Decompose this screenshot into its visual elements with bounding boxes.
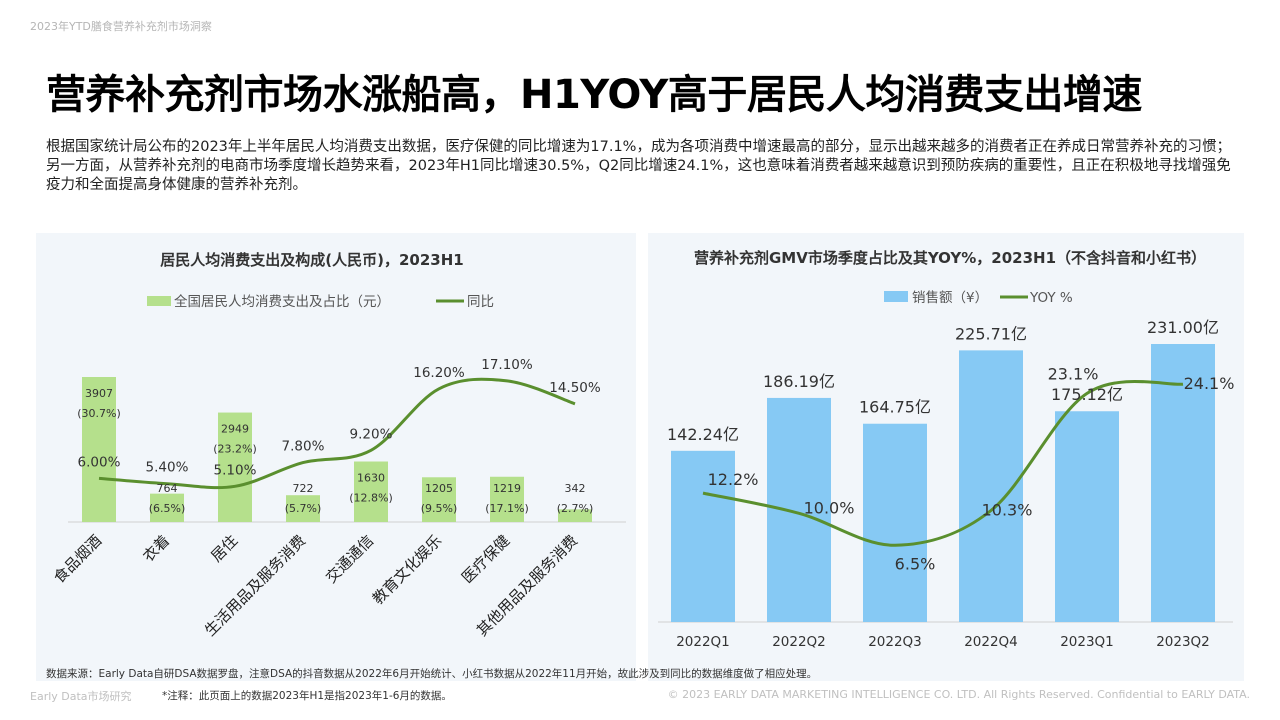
yoy-label: 5.40% — [146, 460, 189, 476]
x-tick-label: 居住 — [207, 532, 241, 566]
bar-value-label: 225.71亿 — [955, 324, 1027, 343]
page-title: 营养补充剂市场水涨船高，H1YOY高于居民人均消费支出增速 — [46, 72, 1142, 118]
bar-value-label: 164.75亿 — [859, 398, 931, 417]
consumption-chart-panel: 居民人均消费支出及构成(人民币)，2023H1 全国居民人均消费支出及占比（元）… — [36, 233, 636, 681]
x-tick-label: 2023Q1 — [1060, 634, 1114, 650]
bar — [150, 493, 184, 522]
bar — [82, 377, 116, 522]
bar-share-label: (9.5%) — [421, 502, 458, 515]
bar-share-label: (2.7%) — [557, 502, 594, 515]
yoy-label: 6.5% — [895, 554, 936, 573]
x-tick-label: 教育文化娱乐 — [369, 532, 445, 608]
bar-share-label: (17.1%) — [485, 502, 529, 515]
bar-value-label: 142.24亿 — [667, 425, 739, 444]
yoy-label: 9.20% — [350, 426, 393, 442]
x-tick-label: 2022Q1 — [676, 634, 730, 650]
bar — [1055, 411, 1119, 622]
legend-bar-swatch — [884, 291, 908, 302]
x-tick-label: 医疗保健 — [458, 532, 513, 587]
footnote: *注释：此页面上的数据2023年H1是指2023年1-6月的数据。 — [162, 690, 452, 702]
bar-value-label: 1219 — [493, 482, 521, 495]
brand-footer: Early Data市场研究 — [30, 690, 132, 703]
yoy-label: 10.0% — [804, 498, 855, 517]
yoy-line — [702, 379, 1184, 547]
yoy-label: 5.10% — [214, 462, 257, 478]
consumption-chart: 居民人均消费支出及构成(人民币)，2023H1 全国居民人均消费支出及占比（元）… — [50, 251, 626, 640]
bar — [218, 412, 252, 522]
legend-line-label: 同比 — [467, 294, 494, 310]
line-series — [702, 379, 1184, 547]
legend-line-label: YOY % — [1029, 290, 1073, 306]
x-tick-label: 交通通信 — [322, 532, 377, 587]
bar — [671, 450, 735, 622]
line-series — [98, 377, 576, 490]
bar-value-label: 231.00亿 — [1147, 318, 1219, 337]
bar-value-label: 1630 — [357, 472, 385, 485]
bar-share-label: (6.5%) — [149, 502, 186, 515]
legend-bar-swatch — [147, 296, 171, 306]
summary-paragraph: 根据国家统计局公布的2023年上半年居民人均消费支出数据，医疗保健的同比增速为1… — [46, 139, 1231, 193]
yoy-label: 14.50% — [549, 380, 601, 396]
report-label: 2023年YTD膳食营养补充剂市场洞察 — [30, 20, 212, 33]
bar-value-label: 186.19亿 — [763, 372, 835, 391]
x-tick-label: 食品烟酒 — [50, 532, 105, 587]
bar-value-label: 1205 — [425, 482, 453, 495]
x-axis-labels: 2022Q1 2022Q2 2022Q3 2022Q4 2023Q1 2023Q2 — [676, 634, 1210, 650]
copyright: © 2023 EARLY DATA MARKETING INTELLIGENCE… — [667, 688, 1250, 701]
bar-series — [671, 344, 1215, 622]
chart-title: 居民人均消费支出及构成(人民币)，2023H1 — [160, 251, 463, 269]
yoy-label: 10.3% — [982, 501, 1033, 520]
bar-share-label: (23.2%) — [213, 443, 257, 456]
gmv-chart-panel: 营养补充剂GMV市场季度占比及其YOY%，2023H1（不含抖音和小红书） 销售… — [648, 233, 1244, 681]
x-tick-label: 衣着 — [139, 532, 173, 566]
gmv-chart: 营养补充剂GMV市场季度占比及其YOY%，2023H1（不含抖音和小红书） 销售… — [658, 249, 1234, 650]
bar-value-label: 2949 — [221, 423, 249, 436]
bar — [863, 423, 927, 622]
yoy-label: 7.80% — [282, 439, 325, 455]
bar — [422, 477, 456, 522]
x-tick-label: 2022Q3 — [868, 634, 922, 650]
bar-value-label: 3907 — [85, 387, 113, 400]
bar — [558, 509, 592, 522]
data-labels: 3907 (30.7%) 6.00% 764 (6.5%) 5.40% 2949 (23.2%… — [77, 357, 601, 515]
data-source-note: 数据来源：Early Data自研DSA数据罗盘，注意DSA的抖音数据从2022… — [46, 668, 818, 680]
x-tick-label: 2022Q2 — [772, 634, 826, 650]
yoy-label: 12.2% — [708, 470, 759, 489]
bar-share-label: (5.7%) — [285, 502, 322, 515]
bar — [286, 495, 320, 522]
chart-title: 营养补充剂GMV市场季度占比及其YOY%，2023H1（不含抖音和小红书） — [694, 249, 1206, 267]
bar — [767, 397, 831, 622]
bar-value-label: 342 — [565, 482, 586, 495]
bar-share-label: (30.7%) — [77, 407, 121, 420]
yoy-label: 17.10% — [481, 357, 533, 373]
bar-value-label: 722 — [293, 482, 314, 495]
bar — [490, 476, 524, 522]
bar-value-label: 764 — [157, 482, 178, 495]
legend-bar-label: 全国居民人均消费支出及占比（元） — [174, 293, 390, 310]
yoy-label: 23.1% — [1048, 364, 1099, 383]
bar-value-label: 175.12亿 — [1051, 385, 1123, 404]
bar-series — [82, 377, 592, 522]
yoy-label: 24.1% — [1184, 374, 1235, 393]
x-tick-label: 2023Q2 — [1156, 634, 1210, 650]
x-tick-label: 2022Q4 — [964, 634, 1018, 650]
data-labels: 142.24亿 186.19亿 164.75亿 225.71亿 175.12亿 231.0… — [667, 318, 1234, 573]
bar-share-label: (12.8%) — [349, 492, 393, 505]
bar — [1151, 344, 1215, 622]
yoy-label: 6.00% — [78, 454, 121, 470]
yoy-label: 16.20% — [413, 365, 465, 381]
yoy-line — [98, 377, 576, 490]
bar — [354, 461, 388, 522]
legend-bar-label: 销售额（¥） — [912, 290, 988, 306]
